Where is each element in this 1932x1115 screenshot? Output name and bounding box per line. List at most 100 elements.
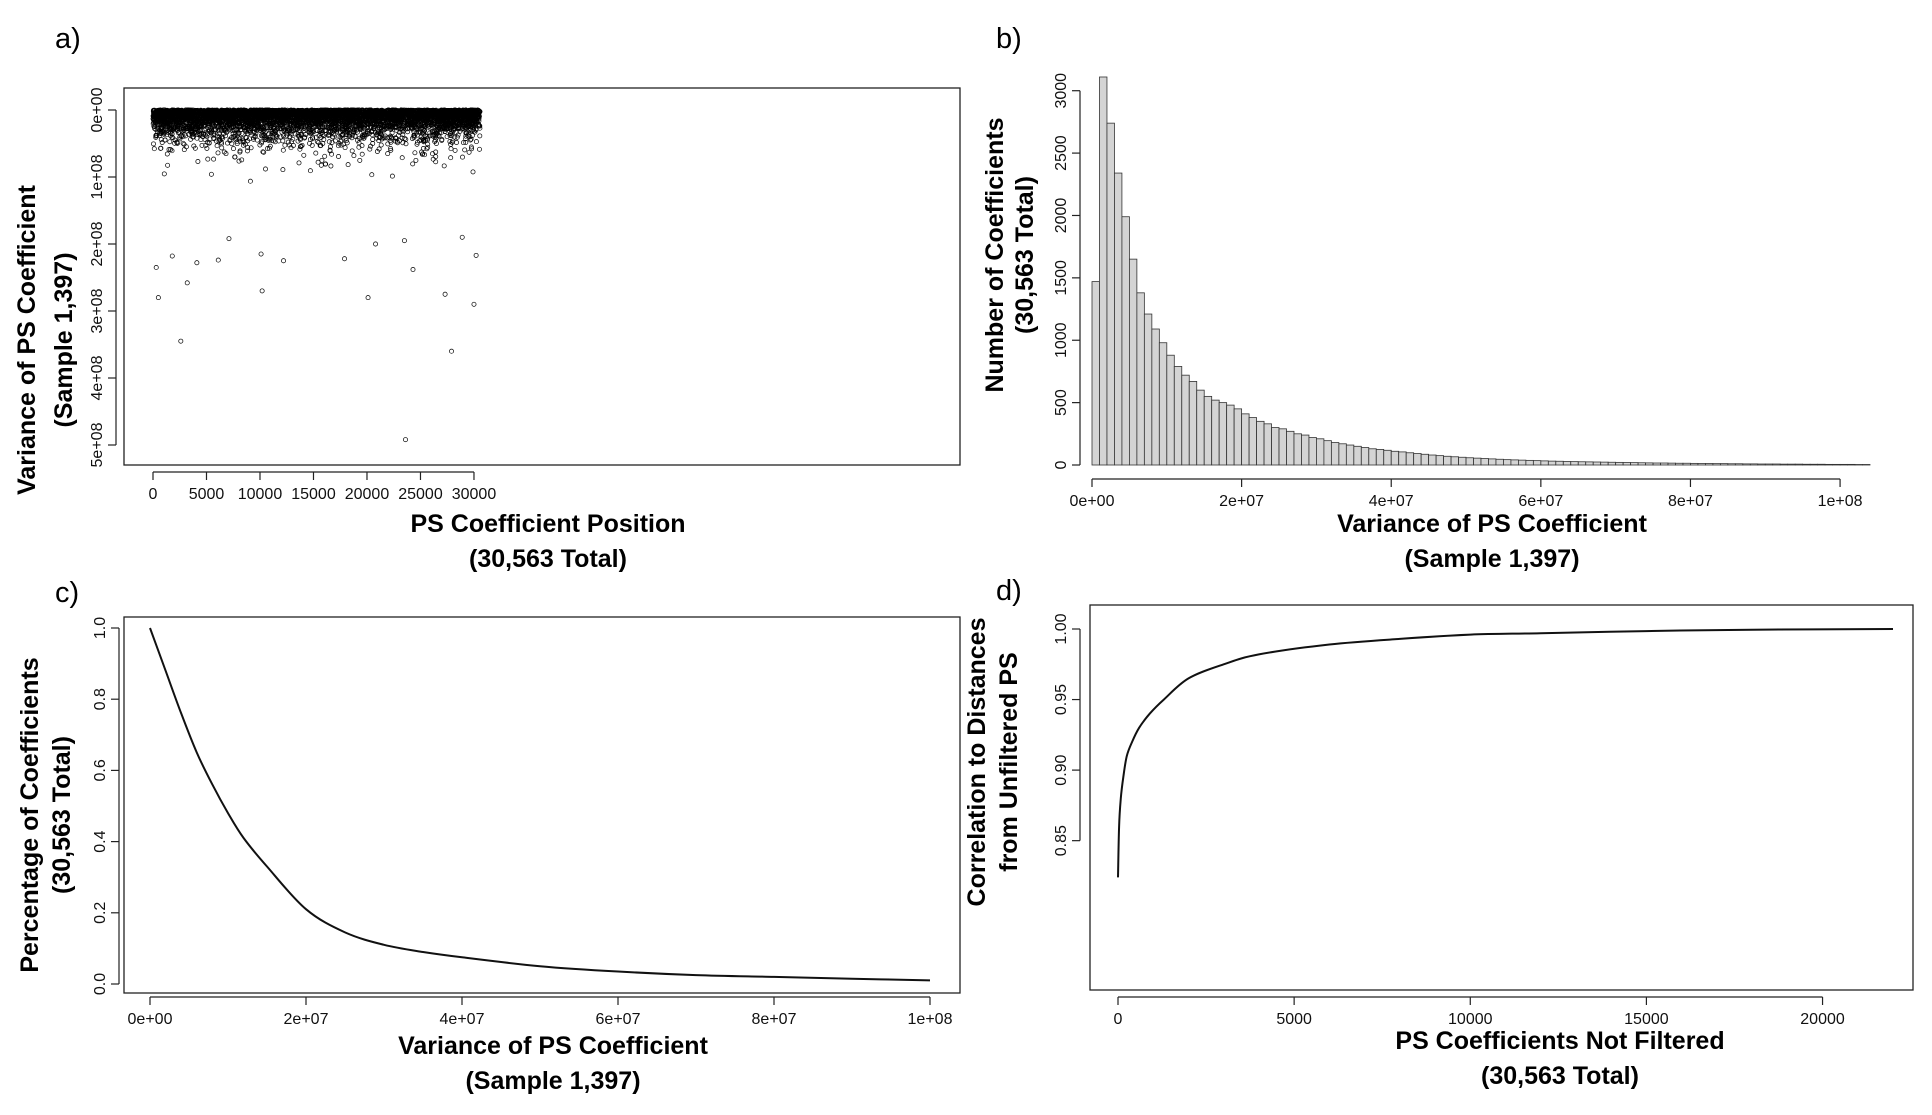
scatter-point — [221, 149, 227, 155]
scatter-point — [261, 125, 267, 131]
scatter-point — [173, 114, 179, 120]
scatter-point — [288, 128, 294, 134]
scatter-point — [158, 125, 164, 131]
scatter-point — [323, 161, 329, 167]
scatter-point — [386, 134, 392, 140]
scatter-point — [344, 140, 350, 146]
scatter-point — [188, 136, 194, 142]
scatter-point — [204, 139, 210, 145]
scatter-point — [307, 168, 313, 174]
scatter-point — [329, 139, 335, 145]
scatter-point — [259, 140, 265, 146]
scatter-point — [292, 131, 298, 137]
scatter-point — [424, 134, 430, 139]
scatter-point — [463, 136, 469, 142]
scatter-point — [301, 128, 307, 134]
x-tick-label: 15000 — [291, 486, 336, 503]
scatter-point — [174, 139, 180, 145]
scatter-point — [337, 108, 343, 114]
scatter-point — [213, 127, 219, 133]
scatter-point — [433, 154, 439, 160]
scatter-point — [376, 146, 382, 152]
scatter-point — [181, 111, 186, 117]
scatter-point — [155, 126, 161, 132]
scatter-point — [421, 119, 427, 125]
scatter-point — [397, 121, 403, 127]
scatter-point — [289, 139, 295, 145]
scatter-point — [240, 115, 246, 121]
scatter-point — [290, 136, 296, 142]
scatter-point — [409, 119, 415, 125]
scatter-point — [215, 150, 221, 156]
scatter-point — [189, 123, 195, 129]
scatter-point — [363, 122, 368, 128]
scatter-point — [261, 133, 267, 139]
scatter-point — [288, 131, 294, 137]
scatter-point — [272, 125, 278, 131]
scatter-point — [426, 109, 432, 115]
scatter-point — [467, 137, 473, 143]
scatter-point — [477, 133, 483, 139]
scatter-point — [415, 121, 421, 127]
scatter-point — [443, 127, 449, 133]
scatter-point — [403, 126, 408, 132]
scatter-point — [188, 118, 193, 123]
scatter-point — [366, 119, 372, 124]
scatter-point — [336, 154, 341, 159]
x-tick-label: 30000 — [452, 486, 497, 503]
scatter-point — [168, 147, 174, 153]
scatter-point — [288, 126, 294, 132]
scatter-point — [299, 132, 305, 138]
scatter-point — [294, 126, 300, 132]
scatter-point — [388, 147, 394, 153]
scatter-point — [318, 143, 324, 148]
scatter-point — [314, 123, 320, 128]
scatter-point — [355, 117, 361, 122]
scatter-point — [357, 108, 363, 114]
scatter-point — [198, 124, 204, 130]
scatter-point — [367, 146, 373, 152]
scatter-point — [326, 130, 332, 135]
scatter-point — [340, 121, 345, 126]
scatter-point — [470, 115, 476, 121]
scatter-point — [372, 130, 378, 135]
scatter-point — [177, 136, 183, 142]
scatter-point — [217, 119, 223, 124]
scatter-point — [400, 129, 406, 135]
scatter-point — [181, 114, 186, 120]
x-tick-label: 25000 — [398, 486, 443, 503]
scatter-point — [444, 134, 450, 140]
scatter-point — [360, 121, 366, 127]
scatter-point — [388, 146, 393, 151]
scatter-point — [304, 123, 310, 129]
scatter-point — [468, 136, 474, 142]
scatter-point — [175, 130, 181, 136]
scatter-point — [369, 172, 375, 178]
scatter-point — [182, 131, 188, 137]
y-tick-label: 1e+08 — [89, 154, 106, 199]
scatter-point — [169, 117, 175, 123]
scatter-point — [175, 112, 181, 117]
scatter-point — [439, 137, 445, 142]
scatter-point — [410, 161, 416, 167]
plot-frame — [123, 87, 961, 466]
scatter-point — [153, 121, 159, 127]
scatter-point — [375, 130, 381, 136]
scatter-point — [375, 126, 381, 132]
scatter-point — [293, 109, 299, 115]
scatter-point — [175, 119, 181, 125]
scatter-point — [327, 147, 333, 153]
scatter-point — [203, 109, 209, 115]
scatter-point — [468, 144, 474, 150]
scatter-point — [297, 144, 303, 150]
scatter-point — [464, 130, 470, 136]
scatter-point — [352, 133, 358, 139]
scatter-point — [448, 141, 454, 147]
scatter-point — [280, 167, 286, 173]
scatter-point — [396, 132, 402, 138]
scatter-point — [382, 126, 388, 132]
scatter-point — [257, 127, 263, 133]
scatter-point — [165, 162, 171, 168]
scatter-point — [461, 117, 467, 123]
scatter-point — [401, 113, 407, 119]
